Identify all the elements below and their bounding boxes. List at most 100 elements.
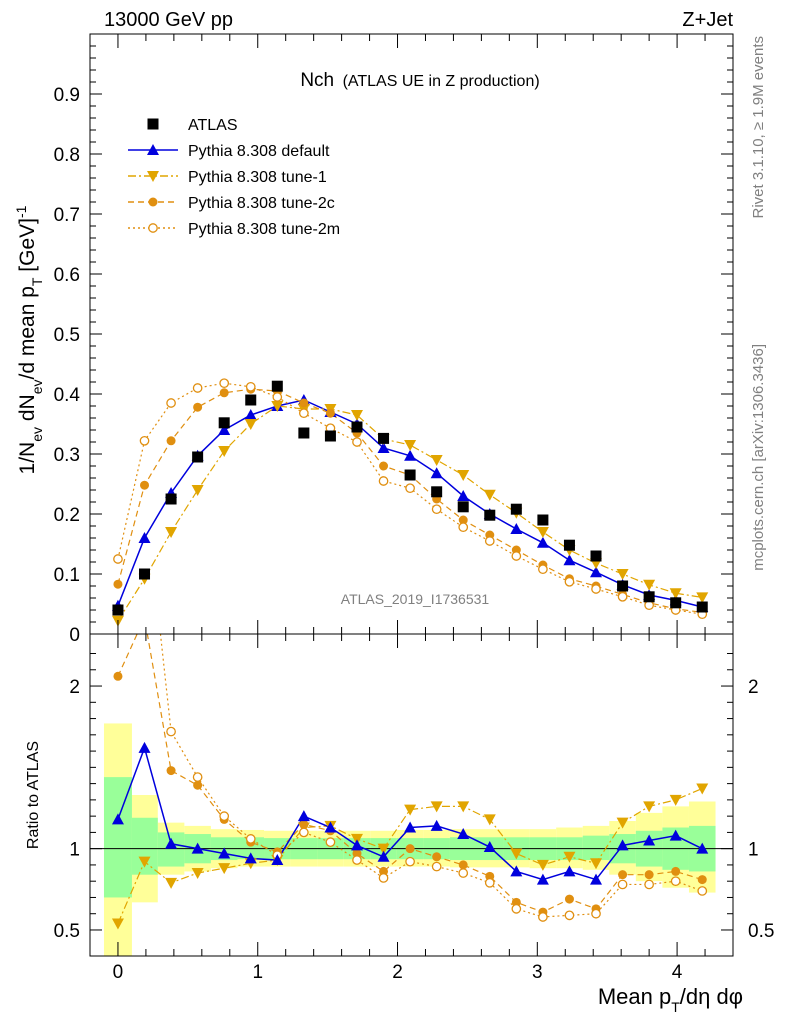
ratio-point-pythia-8-308-default (165, 837, 178, 849)
ratio-point-pythia-8-308-tune-1 (165, 877, 178, 889)
main-point-pythia-8-308-tune-2c (325, 408, 335, 418)
main-y-tick-label: 0.7 (54, 205, 80, 226)
main-panel: 0 0.1 0.2 0.3 0.4 0.5 0.6 0.7 0.8 0.9 Nch (ATLAS … (13, 33, 734, 646)
main-point-pythia-8-308-default (244, 409, 257, 420)
main-point-pythia-8-308-tune-1 (696, 592, 709, 604)
main-y-tick-label: 0.9 (54, 85, 80, 106)
ratio-point-pythia-8-308-tune-2c (432, 852, 442, 862)
main-point-pythia-8-308-tune-2m (431, 504, 442, 515)
ratio-point-pythia-8-308-default (191, 842, 204, 854)
main-point-atlas (298, 427, 310, 439)
main-point-atlas (112, 604, 124, 616)
main-point-atlas (351, 421, 363, 433)
ratio-band-inner (103, 777, 132, 898)
ratio-y-tick-label-left: 2 (69, 677, 80, 698)
legend-label: Pythia 8.308 tune-2m (188, 221, 340, 238)
main-point-atlas (324, 430, 336, 442)
ratio-axes: 0.5 0.5 1 1 2 2 0 1 2 3 4 (54, 634, 774, 983)
main-point-pythia-8-308-tune-2m (617, 591, 628, 602)
main-point-atlas (696, 601, 708, 613)
main-point-pythia-8-308-tune-2m (405, 483, 415, 494)
legend-marker (148, 197, 158, 207)
main-point-pythia-8-308-default (457, 490, 470, 501)
main-point-atlas (537, 514, 549, 526)
main-point-pythia-8-308-tune-2c (458, 515, 468, 525)
ratio-point-pythia-8-308-tune-2m (644, 879, 654, 890)
ratio-point-pythia-8-308-default (271, 854, 284, 866)
main-point-pythia-8-308-default (404, 449, 417, 461)
main-point-pythia-8-308-tune-2m (511, 551, 522, 561)
main-point-pythia-8-308-default (138, 532, 151, 543)
ratio-point-pythia-8-308-tune-2m (245, 834, 256, 844)
main-point-pythia-8-308-tune-1 (616, 569, 629, 580)
main-point-pythia-8-308-tune-2m (378, 476, 389, 486)
ratio-point-pythia-8-308-tune-1 (191, 868, 204, 880)
main-point-pythia-8-308-tune-2c (379, 461, 389, 471)
main-point-pythia-8-308-tune-2m (166, 398, 176, 408)
main-line-pythia-8-308-tune-2m (117, 382, 703, 615)
main-point-pythia-8-308-tune-2c (113, 579, 123, 589)
main-point-pythia-8-308-tune-2c (219, 388, 229, 398)
main-point-pythia-8-308-tune-1 (271, 401, 284, 412)
main-point-pythia-8-308-tune-2m (538, 564, 548, 575)
ratio-line-pythia-8-308-tune-2m (159, 634, 703, 918)
main-point-pythia-8-308-tune-1 (669, 588, 682, 600)
ratio-y-label: Ratio to ATLAS (25, 741, 42, 849)
main-point-pythia-8-308-tune-2m (564, 576, 575, 587)
main-point-atlas (617, 580, 629, 592)
main-point-atlas (245, 394, 257, 406)
main-point-pythia-8-308-tune-1 (165, 527, 178, 538)
main-point-atlas (165, 493, 177, 505)
ratio-point-pythia-8-308-tune-1 (430, 801, 443, 813)
main-point-pythia-8-308-tune-2c (140, 480, 150, 490)
ratio-point-pythia-8-308-tune-2m (378, 873, 389, 883)
ratio-point-pythia-8-308-tune-2c (113, 671, 123, 681)
mcplots-label: mcplots.cern.ch [arXiv:1306.3436] (750, 344, 767, 571)
ratio-point-pythia-8-308-tune-2m (484, 877, 495, 888)
main-point-atlas (563, 539, 575, 551)
main-point-pythia-8-308-tune-2m (591, 584, 601, 594)
ratio-point-pythia-8-308-tune-2c (644, 870, 654, 880)
ratio-marks (111, 634, 709, 930)
main-y-tick-label: 0.1 (54, 565, 80, 586)
main-point-pythia-8-308-tune-2m (484, 536, 495, 546)
main-point-atlas (218, 417, 230, 429)
main-point-atlas (404, 469, 416, 481)
ratio-point-pythia-8-308-default (244, 852, 257, 864)
ratio-point-pythia-8-308-tune-1 (563, 851, 576, 863)
ratio-point-pythia-8-308-default (616, 839, 629, 851)
header-left: 13000 GeV pp (104, 9, 233, 31)
main-point-atlas (139, 568, 151, 580)
ratio-point-pythia-8-308-tune-2m (670, 876, 681, 887)
main-point-pythia-8-308-tune-2c (166, 436, 176, 446)
main-point-pythia-8-308-tune-1 (191, 485, 204, 496)
ratio-point-pythia-8-308-tune-2m (352, 855, 362, 865)
ratio-point-pythia-8-308-tune-2c (405, 844, 415, 854)
main-point-pythia-8-308-tune-2m (139, 435, 150, 446)
legend-marker (148, 223, 158, 233)
main-line-pythia-8-308-tune-2c (117, 388, 703, 613)
ratio-point-pythia-8-308-tune-1 (696, 783, 709, 795)
rivet-label: Rivet 3.1.10, ≥ 1.9M events (750, 36, 767, 219)
ratio-point-pythia-8-308-tune-2m (511, 903, 522, 914)
ratio-point-pythia-8-308-default (324, 821, 337, 833)
ratio-point-pythia-8-308-tune-2c (697, 875, 707, 885)
ratio-point-pythia-8-308-tune-1 (111, 918, 124, 930)
ratio-point-pythia-8-308-tune-2m (431, 861, 442, 872)
x-tick-label: 3 (532, 962, 543, 983)
ratio-y-tick-label-right: 0.5 (748, 921, 774, 942)
ratio-band-inner (157, 832, 185, 867)
ratio-point-pythia-8-308-tune-2c (458, 860, 468, 870)
ratio-point-pythia-8-308-default (350, 839, 363, 851)
main-y-tick-label: 0.4 (54, 385, 81, 406)
main-point-atlas (484, 509, 496, 521)
ratio-bands (90, 723, 733, 956)
main-point-pythia-8-308-default (590, 566, 603, 578)
main-point-pythia-8-308-default (536, 536, 549, 548)
x-tick-label: 4 (672, 962, 683, 983)
ratio-point-pythia-8-308-tune-2m (299, 827, 309, 838)
ratio-point-pythia-8-308-default (536, 873, 549, 885)
main-point-atlas (431, 486, 443, 498)
ratio-point-pythia-8-308-tune-1 (483, 814, 496, 826)
ratio-point-pythia-8-308-default (590, 873, 603, 885)
